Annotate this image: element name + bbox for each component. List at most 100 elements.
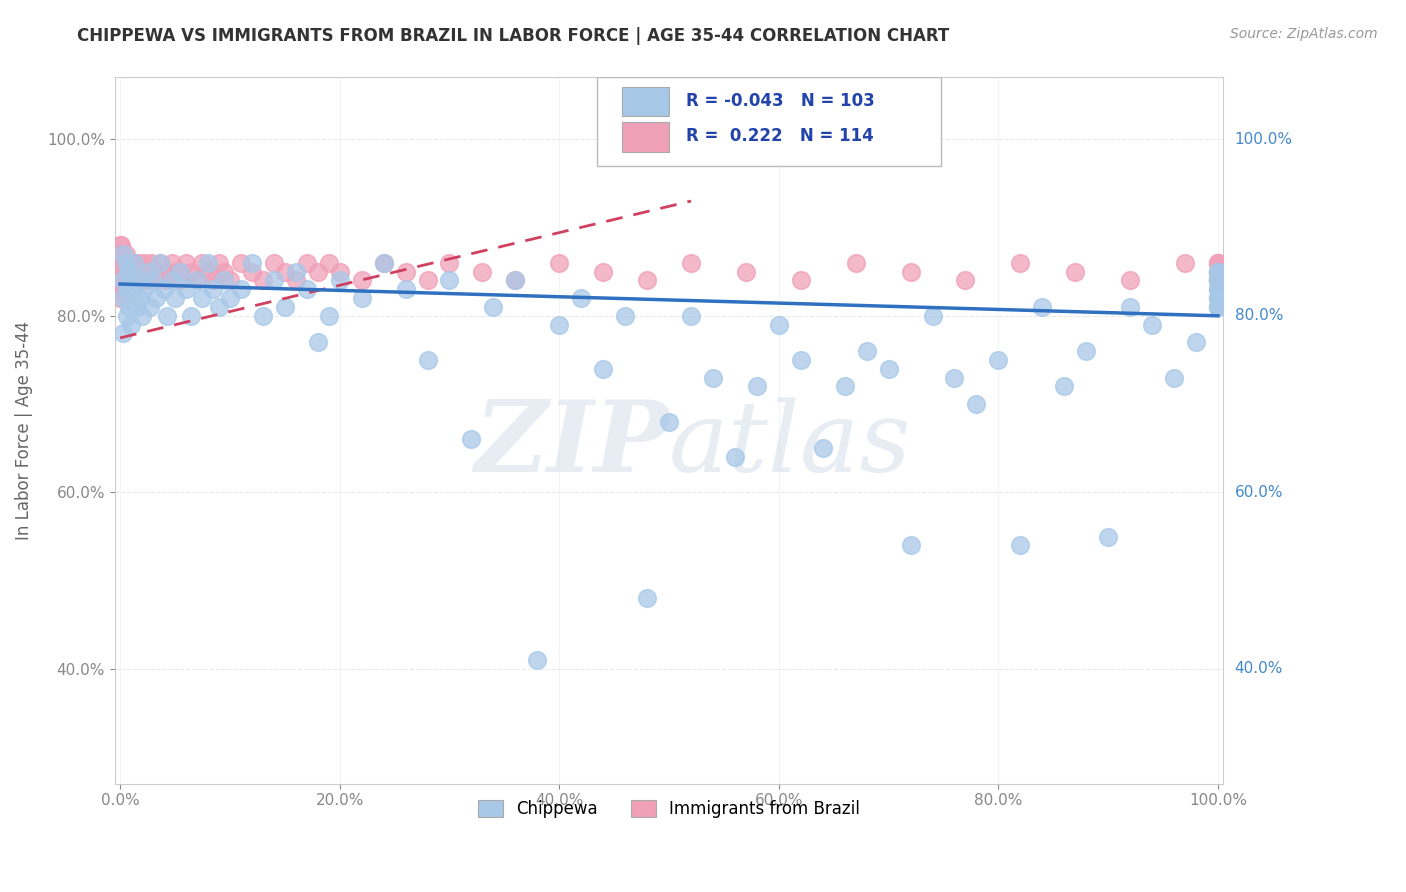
- Point: [548, 256, 571, 270]
- Point: [112, 326, 135, 341]
- Point: [114, 265, 136, 279]
- Point: [138, 273, 160, 287]
- Point: [274, 300, 297, 314]
- Point: [174, 256, 197, 270]
- Point: [284, 273, 307, 287]
- Point: [118, 300, 141, 314]
- Point: [112, 247, 135, 261]
- Point: [160, 273, 183, 287]
- Point: [439, 256, 461, 270]
- Point: [505, 273, 527, 287]
- Text: R = -0.043   N = 103: R = -0.043 N = 103: [686, 92, 875, 110]
- Point: [122, 273, 145, 287]
- Point: [202, 273, 225, 287]
- Point: [108, 282, 131, 296]
- Point: [373, 256, 395, 270]
- Point: [120, 318, 142, 332]
- Point: [142, 273, 165, 287]
- Point: [1031, 300, 1053, 314]
- Point: [128, 291, 150, 305]
- Point: [1206, 291, 1229, 305]
- Point: [139, 300, 162, 314]
- Point: [156, 309, 179, 323]
- Point: [394, 265, 416, 279]
- Point: [745, 379, 768, 393]
- Point: [318, 256, 340, 270]
- Point: [145, 291, 167, 305]
- Point: [118, 256, 141, 270]
- Point: [108, 247, 131, 261]
- Point: [965, 397, 987, 411]
- Point: [679, 309, 702, 323]
- Point: [120, 273, 142, 287]
- Point: [1206, 256, 1229, 270]
- Point: [163, 291, 186, 305]
- Point: [1206, 300, 1229, 314]
- Point: [169, 265, 191, 279]
- Point: [110, 273, 132, 287]
- Point: [1206, 300, 1229, 314]
- Point: [186, 273, 208, 287]
- Point: [124, 256, 146, 270]
- Point: [149, 256, 172, 270]
- Point: [1206, 273, 1229, 287]
- Point: [118, 273, 141, 287]
- Point: [108, 273, 131, 287]
- Point: [1206, 256, 1229, 270]
- Point: [108, 247, 131, 261]
- Point: [108, 265, 131, 279]
- Point: [416, 273, 439, 287]
- Point: [1206, 273, 1229, 287]
- Text: 80.0%: 80.0%: [1234, 309, 1282, 323]
- Point: [108, 282, 131, 296]
- Text: CHIPPEWA VS IMMIGRANTS FROM BRAZIL IN LABOR FORCE | AGE 35-44 CORRELATION CHART: CHIPPEWA VS IMMIGRANTS FROM BRAZIL IN LA…: [77, 27, 949, 45]
- Point: [110, 238, 132, 252]
- Point: [110, 247, 132, 261]
- Point: [142, 265, 165, 279]
- Point: [112, 265, 135, 279]
- Point: [318, 309, 340, 323]
- FancyBboxPatch shape: [598, 78, 941, 166]
- Point: [108, 247, 131, 261]
- FancyBboxPatch shape: [623, 87, 669, 116]
- Point: [658, 415, 681, 429]
- Point: [197, 265, 219, 279]
- Point: [1140, 318, 1163, 332]
- Point: [108, 256, 131, 270]
- Point: [505, 273, 527, 287]
- Point: [169, 273, 191, 287]
- Point: [1206, 265, 1229, 279]
- Point: [614, 309, 637, 323]
- Point: [855, 344, 877, 359]
- Point: [153, 282, 176, 296]
- Point: [460, 433, 482, 447]
- Point: [120, 256, 142, 270]
- Point: [1206, 256, 1229, 270]
- Point: [108, 265, 131, 279]
- Point: [439, 273, 461, 287]
- Point: [1206, 282, 1229, 296]
- Point: [191, 291, 214, 305]
- Point: [111, 273, 134, 287]
- Point: [139, 256, 162, 270]
- Point: [114, 256, 136, 270]
- Point: [900, 538, 922, 552]
- Point: [943, 370, 966, 384]
- Point: [350, 273, 373, 287]
- Point: [1053, 379, 1076, 393]
- Point: [156, 273, 179, 287]
- Point: [124, 256, 146, 270]
- Point: [1206, 282, 1229, 296]
- Point: [191, 256, 214, 270]
- Point: [636, 591, 658, 606]
- Point: [229, 282, 252, 296]
- Point: [108, 273, 131, 287]
- Point: [1206, 265, 1229, 279]
- Point: [724, 450, 747, 464]
- Point: [1185, 335, 1208, 350]
- Point: [1206, 265, 1229, 279]
- Point: [111, 265, 134, 279]
- Point: [735, 265, 758, 279]
- Text: 40.0%: 40.0%: [1234, 662, 1282, 676]
- Point: [1206, 291, 1229, 305]
